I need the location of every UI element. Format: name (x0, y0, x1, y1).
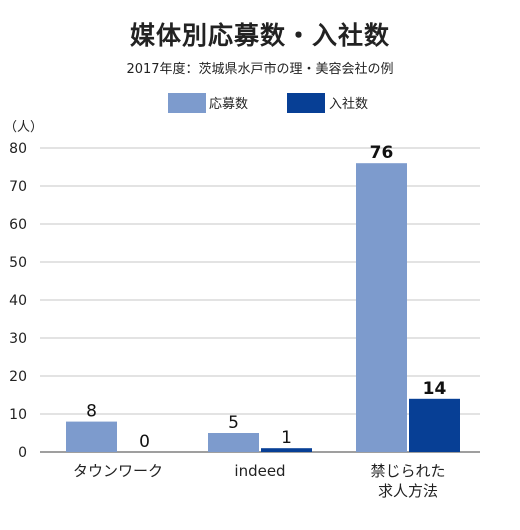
y-tick-label: 30 (9, 331, 27, 347)
y-tick-label: 40 (9, 293, 27, 309)
y-tick-label: 60 (9, 217, 27, 233)
legend: 応募数 入社数 (168, 93, 368, 113)
bar (356, 163, 407, 452)
y-tick-label: 20 (9, 369, 27, 385)
y-tick-label: 0 (18, 445, 27, 461)
data-label: 1 (281, 428, 292, 448)
data-label: 76 (370, 143, 394, 163)
y-tick-label: 50 (9, 255, 27, 271)
bar (66, 421, 117, 452)
data-label: 8 (86, 402, 97, 422)
legend-swatch (287, 93, 325, 113)
y-tick-label: 70 (9, 179, 27, 195)
y-tick-label: 10 (9, 407, 27, 423)
legend-label: 入社数 (329, 96, 368, 112)
legend-swatch (168, 93, 206, 113)
x-tick-label: 禁じられた (370, 462, 445, 480)
data-label: 14 (423, 379, 447, 399)
chart-title: 媒体別応募数・入社数 (129, 21, 390, 50)
data-label: 5 (228, 413, 239, 433)
bar (409, 398, 460, 452)
legend-label: 応募数 (209, 97, 248, 112)
bar (208, 433, 259, 452)
bars: 8 0 5 1 76 14 (66, 143, 460, 452)
y-axis-ticks: 0 10 20 30 40 50 60 70 80 (9, 141, 27, 461)
x-tick-label: タウンワーク (73, 462, 163, 480)
chart-subtitle: 2017年度：茨城県水戸市の理・美容会社の例 (126, 62, 394, 77)
x-tick-label: indeed (234, 462, 285, 480)
data-label: 0 (139, 432, 150, 452)
y-tick-label: 80 (9, 141, 27, 157)
bar (261, 448, 312, 452)
y-axis-label: （人） (4, 120, 43, 135)
x-tick-label: 求人方法 (378, 482, 438, 500)
